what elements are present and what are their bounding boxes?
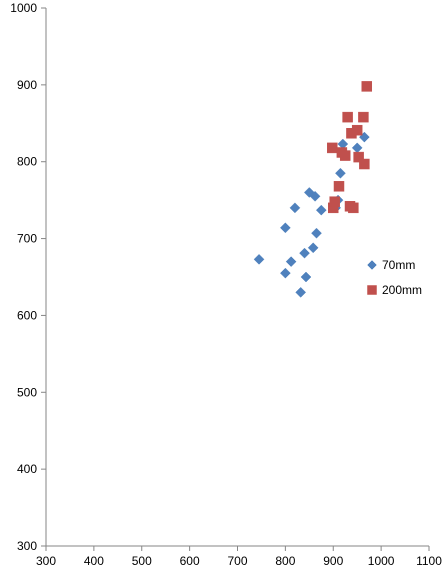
x-tick-label: 1100 [416, 554, 442, 568]
data-point-70mm [289, 202, 301, 214]
y-tick-label: 300 [17, 539, 37, 553]
data-point-200mm [327, 142, 338, 154]
data-point-70mm [280, 222, 291, 234]
data-point-70mm [280, 267, 291, 279]
data-point-70mm [285, 256, 297, 267]
data-point-70mm [309, 190, 321, 202]
data-point-200mm [329, 196, 340, 207]
data-point-200mm [351, 124, 363, 136]
data-point-70mm [335, 167, 346, 179]
y-tick-label: 500 [17, 385, 37, 399]
legend-key-70mm [367, 260, 377, 270]
axes [41, 7, 430, 551]
legend-label: 200mm [382, 283, 422, 297]
x-tick-label: 1000 [368, 554, 395, 568]
legend: 70mm 200mm [367, 258, 422, 297]
y-tick-label: 700 [17, 232, 37, 246]
data-point-70mm [307, 242, 319, 254]
data-point-70mm [315, 204, 327, 216]
data-point-200mm [333, 181, 345, 192]
data-point-200mm [339, 150, 351, 161]
y-tick-label: 900 [17, 78, 37, 92]
data-points [253, 81, 373, 298]
x-tick-label: 900 [323, 554, 343, 568]
x-tick-label: 500 [132, 554, 152, 568]
data-point-70mm [253, 253, 265, 265]
x-tick-label: 600 [180, 554, 200, 568]
y-tick-label: 600 [17, 308, 37, 322]
data-point-200mm [361, 81, 373, 92]
data-point-200mm [358, 111, 369, 123]
data-point-200mm [359, 158, 370, 170]
legend-key-200mm [367, 285, 377, 295]
data-point-70mm [300, 271, 312, 283]
data-point-70mm [351, 142, 363, 154]
data-point-200mm [353, 151, 364, 163]
data-point-200mm [342, 111, 353, 123]
x-tick-label: 800 [275, 554, 295, 568]
y-tick-label: 400 [17, 462, 37, 476]
legend-label: 70mm [382, 258, 415, 272]
x-tick-label: 700 [227, 554, 247, 568]
y-tick-label: 800 [17, 155, 37, 169]
data-point-200mm [348, 202, 359, 214]
y-tick-label: 1000 [10, 1, 37, 15]
tick-labels: 300 400 500 600 700 800 900 1000 300 400 500 600 700… [10, 1, 442, 568]
data-point-70mm [311, 227, 322, 239]
data-point-70mm [299, 247, 310, 259]
data-point-70mm [295, 287, 307, 298]
x-tick-label: 300 [36, 554, 56, 568]
x-tick-label: 400 [84, 554, 104, 568]
